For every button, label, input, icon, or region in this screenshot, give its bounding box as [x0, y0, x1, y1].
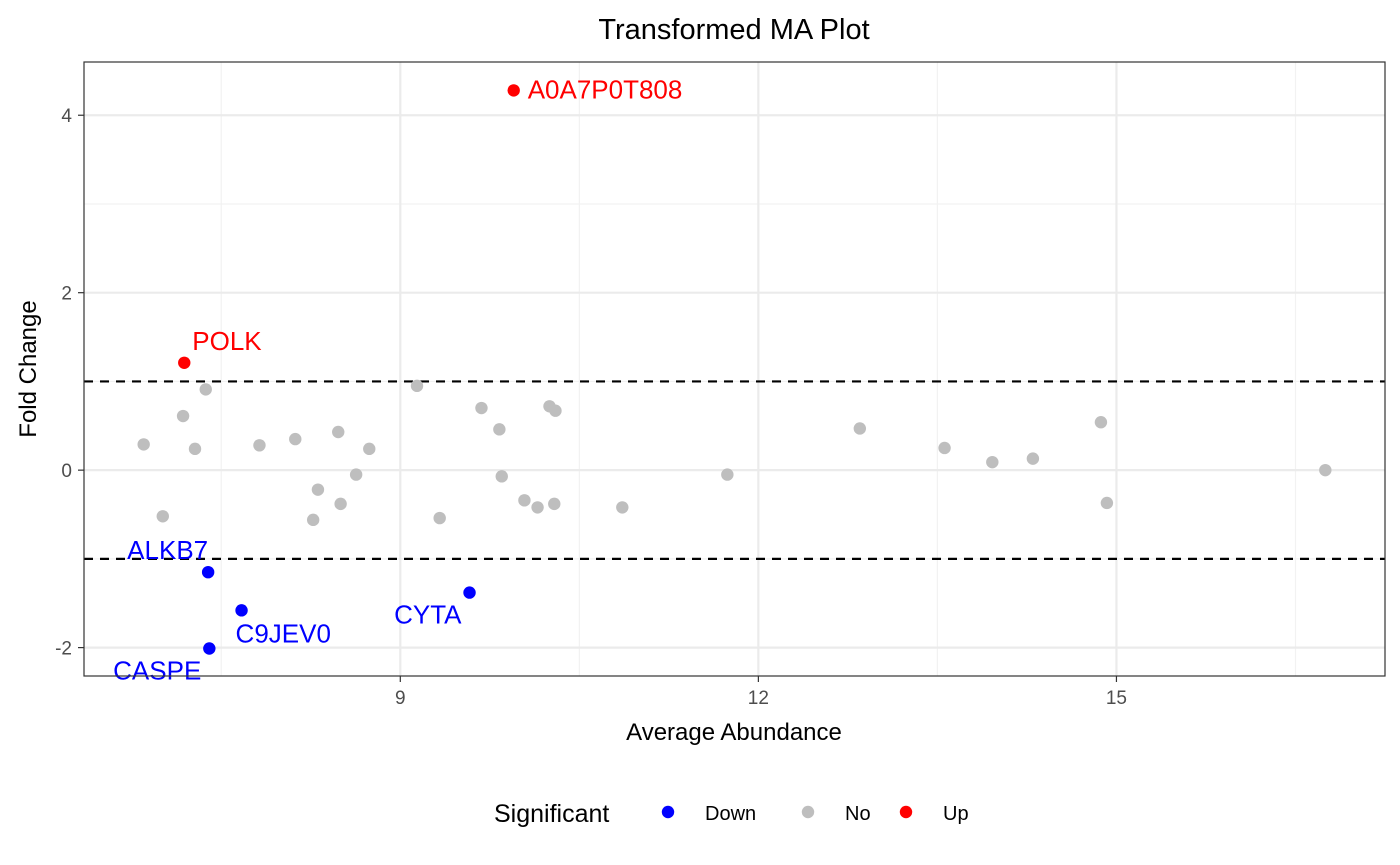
data-point-no	[1319, 463, 1332, 477]
legend-key-up	[899, 805, 913, 819]
point-label: C9JEV0	[236, 618, 331, 648]
point-label: POLK	[192, 326, 262, 356]
data-point-down	[235, 604, 248, 617]
data-point-no	[493, 423, 506, 436]
legend-entry-up: Up	[899, 803, 969, 825]
data-point-no	[349, 468, 363, 481]
point-label: CASPE	[113, 655, 201, 685]
legend-key-no	[801, 805, 815, 819]
data-point-down	[463, 586, 476, 599]
data-point-no	[475, 401, 488, 415]
legend-label: Down	[705, 803, 756, 825]
legend-entry-no: No	[801, 803, 871, 825]
y-tick-label: 2	[61, 284, 72, 305]
data-point-no	[188, 442, 202, 456]
legend-entry-down: Down	[661, 803, 756, 825]
data-point-no	[938, 441, 951, 455]
data-point-no	[549, 404, 562, 417]
data-point-no	[199, 383, 212, 396]
data-point-no	[986, 455, 999, 469]
data-point-no	[176, 409, 190, 423]
data-point-no	[311, 483, 325, 496]
chart-title: Transformed MA Plot	[598, 14, 869, 46]
x-tick-label: 12	[748, 688, 769, 709]
data-point-no	[253, 439, 266, 452]
data-point-no	[433, 511, 446, 525]
point-labels: A0A7P0T808 POLK ALKB7 C9JEV0 CASPE CYTA	[113, 74, 682, 685]
data-point-no	[495, 470, 508, 483]
data-point-no	[306, 513, 320, 527]
y-axis: -2 0 2 4	[55, 106, 84, 660]
data-point-no	[363, 442, 376, 456]
x-tick-label: 15	[1106, 688, 1127, 709]
y-tick-label: 4	[61, 106, 72, 127]
data-point-no	[156, 510, 169, 523]
legend: Significant Down No Up	[494, 800, 969, 828]
data-point-up	[507, 84, 520, 97]
data-point-no	[410, 379, 424, 393]
plot-panel-border	[83, 61, 1386, 677]
data-point-down	[203, 642, 216, 655]
data-point-no	[1026, 452, 1040, 465]
data-point-no	[531, 501, 544, 514]
data-point-no	[853, 422, 867, 435]
data-point-no	[137, 438, 150, 451]
data-point-no	[334, 497, 347, 511]
data-point-down	[201, 565, 215, 579]
y-axis-label: Fold Change	[15, 300, 42, 437]
y-tick-label: -2	[55, 639, 72, 660]
plot-panel	[84, 62, 1385, 676]
threshold-lines	[84, 380, 1385, 560]
data-point-no	[289, 432, 302, 446]
y-tick-label: 0	[61, 461, 72, 482]
legend-label: Up	[943, 803, 969, 825]
x-tick-label: 9	[395, 688, 406, 709]
legend-title: Significant	[494, 800, 609, 828]
x-axis-label: Average Abundance	[626, 719, 842, 746]
point-label: ALKB7	[127, 535, 208, 565]
data-point-no	[616, 501, 629, 514]
x-axis: 9 12 15	[395, 676, 1127, 709]
major-gridlines	[84, 62, 1385, 676]
point-label: A0A7P0T808	[528, 74, 683, 104]
data-point-no	[548, 497, 561, 511]
legend-key-down	[661, 805, 675, 819]
data-point-no	[332, 425, 345, 439]
minor-gridlines	[84, 62, 1385, 676]
point-label: CYTA	[394, 600, 462, 630]
data-points	[137, 84, 1332, 655]
data-point-no	[721, 468, 734, 481]
data-point-no	[1094, 416, 1108, 429]
data-point-no	[1100, 496, 1114, 510]
data-point-no	[518, 494, 531, 507]
legend-label: No	[845, 803, 871, 825]
data-point-up	[178, 356, 191, 369]
